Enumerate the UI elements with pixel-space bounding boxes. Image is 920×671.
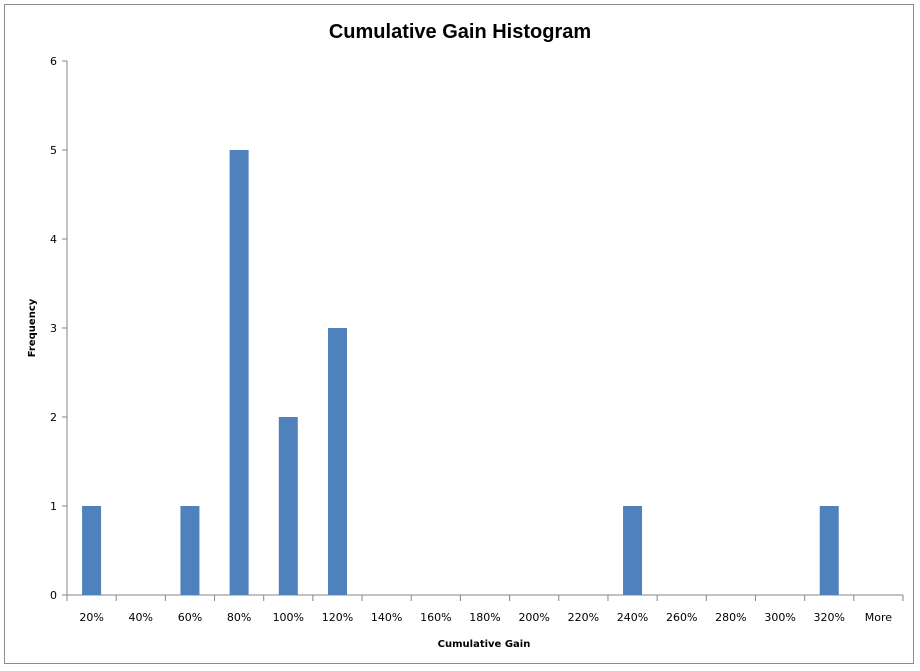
chart-title: Cumulative Gain Histogram — [329, 21, 591, 43]
x-tick-label: 80% — [227, 611, 251, 624]
y-tick-label: 0 — [50, 589, 57, 602]
y-axis: 0 1 2 3 4 5 6 — [50, 55, 68, 602]
x-tick-label: 300% — [764, 611, 795, 624]
histogram-bar — [819, 506, 839, 595]
x-axis-title: Cumulative Gain — [438, 639, 531, 650]
y-axis-title: Frequency — [27, 298, 38, 357]
histogram-bar — [82, 506, 102, 595]
y-tick-label: 4 — [50, 233, 57, 246]
x-tick-label: 60% — [178, 611, 202, 624]
y-tick-label: 2 — [50, 411, 57, 424]
x-axis — [66, 594, 904, 601]
x-tick-label: 260% — [666, 611, 697, 624]
histogram-bar — [327, 328, 347, 595]
y-tick-label: 6 — [50, 55, 57, 68]
x-tick-label: 220% — [568, 611, 599, 624]
x-tick-label: 100% — [273, 611, 304, 624]
x-tick-label: More — [865, 611, 893, 624]
x-tick-labels: 20% 40% 60% 80% 100% 120% 140% 160% 180% 200% 220%… — [79, 611, 892, 624]
y-tick-label: 1 — [50, 500, 57, 513]
x-tick-label: 160% — [420, 611, 451, 624]
histogram-bar — [623, 506, 643, 595]
chart-frame — [4, 4, 914, 664]
x-tick-label: 240% — [617, 611, 648, 624]
x-tick-label: 140% — [371, 611, 402, 624]
x-tick-label: 280% — [715, 611, 746, 624]
x-tick-label: 120% — [322, 611, 353, 624]
x-tick-label: 20% — [79, 611, 103, 624]
x-tick-label: 200% — [518, 611, 549, 624]
x-tick-label: 320% — [814, 611, 845, 624]
bars — [82, 150, 839, 595]
y-tick-label: 3 — [50, 322, 57, 335]
histogram-bar — [278, 417, 298, 595]
x-tick-label: 40% — [129, 611, 153, 624]
histogram-bar — [229, 150, 249, 595]
x-tick-label: 180% — [469, 611, 500, 624]
histogram-bar — [180, 506, 200, 595]
y-tick-label: 5 — [50, 144, 57, 157]
